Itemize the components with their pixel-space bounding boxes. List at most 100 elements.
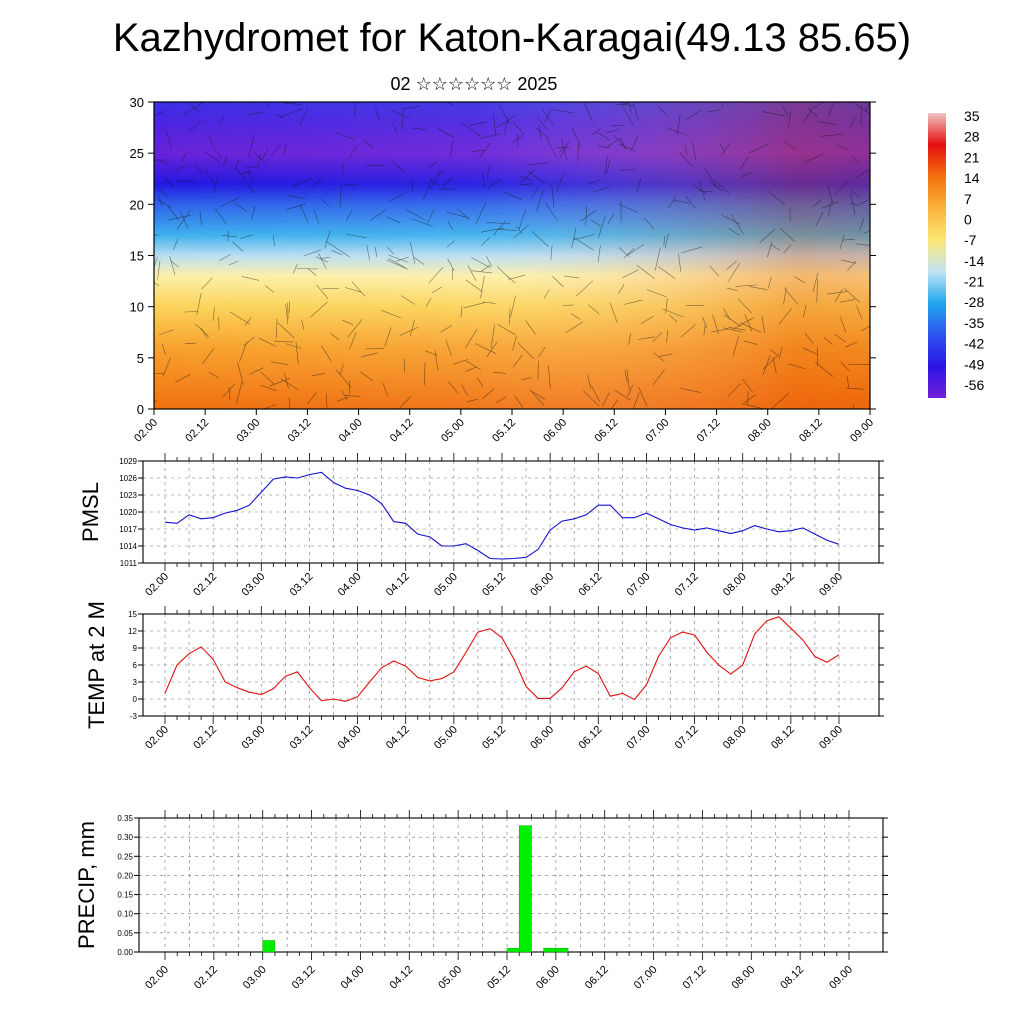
wind-barb [637, 336, 655, 340]
wind-barb [464, 328, 478, 349]
wind-barb [619, 168, 636, 171]
wind-barb [762, 111, 786, 117]
wind-barb [615, 102, 631, 106]
wind-barb [335, 369, 352, 388]
wind-barb [188, 119, 202, 133]
wind-barb [325, 393, 328, 409]
wind-barb [783, 244, 792, 254]
wind-barb [530, 187, 539, 199]
wind-barb [723, 314, 741, 327]
wind-barb [668, 314, 678, 323]
wind-barb [606, 137, 622, 148]
wind-barb [621, 104, 634, 126]
precip-bar [506, 947, 520, 953]
wind-barb [781, 105, 789, 117]
wind-barb [552, 109, 574, 114]
wind-barb [628, 333, 631, 346]
y-tick-label: 1011 [120, 559, 138, 568]
wind-barb [611, 399, 619, 409]
wind-barb [711, 328, 728, 333]
wind-barb [571, 228, 577, 249]
wind-barb [679, 387, 701, 393]
wind-barb [292, 263, 298, 274]
wind-barb [730, 213, 744, 235]
wind-barb [804, 333, 814, 344]
wind-barb [779, 346, 783, 359]
wind-barb [618, 247, 630, 257]
wind-barb [585, 206, 588, 226]
wind-barb [520, 168, 536, 183]
x-tick-label: 02.12 [192, 964, 220, 992]
wind-barb [788, 111, 792, 128]
wind-barb [283, 143, 287, 155]
wind-barb [471, 149, 486, 152]
precip-bar [518, 825, 532, 953]
y-tick-label: 1026 [119, 474, 137, 483]
wind-barb [552, 275, 564, 288]
wind-barb [845, 387, 865, 390]
wind-barb [440, 324, 453, 333]
wind-barb [399, 326, 419, 336]
x-tick-label: 04.00 [337, 417, 365, 445]
wind-barb [636, 178, 642, 193]
wind-barb [199, 211, 202, 226]
wind-barb [496, 396, 507, 403]
wind-barb [274, 340, 294, 343]
wind-barb [619, 144, 636, 151]
wind-barb [179, 211, 189, 229]
colorbar-label: 35 [964, 108, 980, 124]
wind-barb [154, 399, 157, 403]
wind-barb [404, 105, 420, 110]
wind-barb [267, 102, 270, 108]
y-tick-label: 1014 [119, 542, 137, 551]
x-tick-label: 03.12 [288, 724, 316, 752]
x-tick-label: 02.12 [191, 571, 219, 599]
wind-barb [196, 293, 202, 316]
wind-barb [842, 239, 855, 241]
colorbar-label: -7 [964, 232, 977, 248]
precip-bar [543, 947, 557, 953]
wind-barb [212, 307, 215, 321]
wind-barb [794, 276, 805, 284]
colorbar-label: 21 [964, 149, 980, 165]
wind-barb [219, 197, 240, 208]
wind-barb [525, 320, 536, 335]
colorbar-label: 0 [964, 211, 972, 227]
wind-barb [783, 287, 787, 305]
wind-barb [845, 341, 858, 348]
wind-barb [613, 134, 628, 150]
wind-barb [803, 110, 812, 122]
wind-barb [726, 260, 737, 270]
wind-barb [627, 384, 634, 397]
wind-barb [709, 265, 720, 277]
wind-barb [365, 164, 386, 167]
wind-barb [218, 115, 225, 126]
wind-barb [678, 253, 682, 272]
wind-barb [388, 254, 409, 263]
wind-barb [181, 151, 188, 162]
wind-barb [400, 295, 415, 305]
wind-barb [159, 189, 168, 198]
wind-barb [409, 320, 415, 337]
x-tick-label: 05.00 [436, 964, 464, 992]
x-tick-label: 02.00 [143, 964, 171, 992]
colorbar: 35 28 21 14 7 0 -7 -14 -21 -28 -35 -42 -49 -56 [928, 108, 984, 398]
wind-barb [733, 317, 754, 330]
wind-barb [276, 318, 278, 339]
wind-barb [167, 206, 179, 221]
wind-barb [784, 141, 795, 151]
pmsl-panel: 1011 1014 1017 1020 1023 1026 1029 02.00 02.12 03… [78, 453, 884, 599]
x-tick-label: 08.12 [797, 417, 825, 445]
wind-barb [346, 210, 352, 222]
wind-barb [531, 391, 545, 400]
wind-barb [623, 247, 635, 259]
wind-barb [638, 387, 648, 407]
x-tick-label: 06.12 [583, 964, 611, 992]
wind-barb [515, 225, 523, 235]
grid [143, 460, 879, 564]
wind-barb [653, 352, 665, 363]
wind-barb [643, 217, 655, 230]
wind-barb [624, 370, 628, 383]
wind-barb [274, 113, 284, 119]
wind-barb [627, 244, 645, 256]
